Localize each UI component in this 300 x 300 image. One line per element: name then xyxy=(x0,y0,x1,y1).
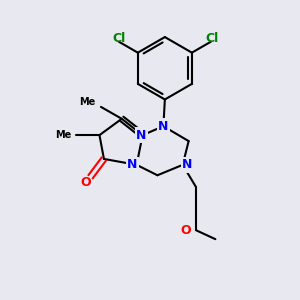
Text: O: O xyxy=(81,176,92,189)
Text: Me: Me xyxy=(79,98,95,107)
Text: Cl: Cl xyxy=(206,32,219,45)
Text: N: N xyxy=(127,158,137,171)
Text: O: O xyxy=(180,224,191,237)
Text: N: N xyxy=(136,129,146,142)
Text: Me: Me xyxy=(55,130,71,140)
Text: Cl: Cl xyxy=(112,32,125,45)
Text: N: N xyxy=(182,158,192,171)
Text: N: N xyxy=(158,120,169,133)
